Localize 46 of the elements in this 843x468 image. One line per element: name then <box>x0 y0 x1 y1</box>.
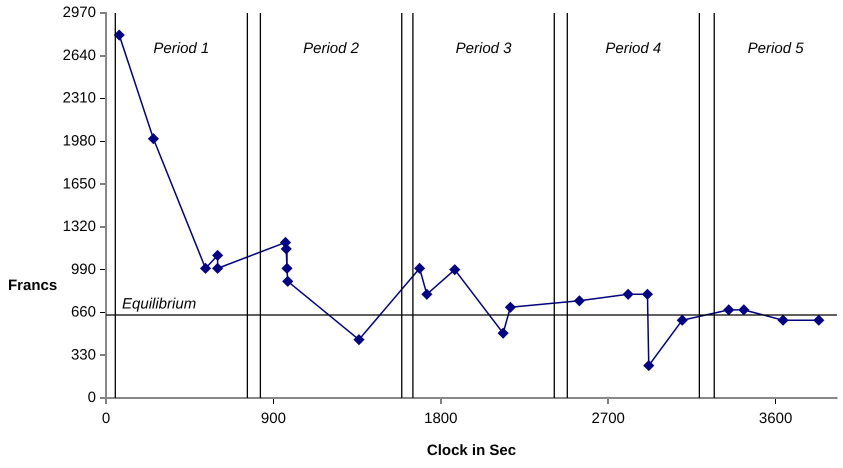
point <box>414 263 425 274</box>
annotation: Period 2 <box>303 40 360 58</box>
point <box>723 304 734 316</box>
annotation: Period 1 <box>153 40 210 58</box>
y-tick-label: 0 <box>88 389 96 406</box>
y-tick-label: 660 <box>70 304 96 321</box>
point <box>738 304 750 316</box>
point <box>450 264 460 275</box>
point <box>282 276 293 287</box>
x-tick-label: 900 <box>260 410 286 428</box>
point <box>676 314 688 326</box>
annotation: Period 3 <box>456 40 512 58</box>
point <box>148 133 159 144</box>
point <box>200 263 211 274</box>
y-axis-title: Francs <box>8 277 58 294</box>
y-tick-label: 330 <box>70 346 96 364</box>
point <box>642 289 653 300</box>
y-tick-label: 2310 <box>62 90 96 107</box>
point <box>778 314 788 326</box>
point <box>505 302 516 313</box>
y-tick-label: 2640 <box>62 46 96 64</box>
point <box>574 296 585 306</box>
point <box>282 263 292 274</box>
point <box>212 263 223 274</box>
point <box>644 360 654 371</box>
y-tick-label: 990 <box>70 260 96 278</box>
y-tick-label: 1980 <box>62 132 96 150</box>
x-tick-label: 2700 <box>592 410 625 428</box>
ref-line-label: Equilibrium <box>122 296 196 313</box>
point <box>498 328 508 338</box>
annotation: Period 4 <box>605 40 662 58</box>
point <box>354 334 364 345</box>
point <box>114 30 124 40</box>
point <box>814 314 824 326</box>
point <box>422 289 432 300</box>
annotation: Period 5 <box>748 40 804 58</box>
point <box>622 289 634 300</box>
y-tick-label: 1320 <box>62 218 96 236</box>
x-tick-label: 1800 <box>424 410 458 428</box>
x-tick-label: 3600 <box>758 410 792 428</box>
x-tick-label: 0 <box>102 410 110 428</box>
point <box>212 250 223 261</box>
y-tick-label: 2970 <box>62 4 96 22</box>
y-tick-label: 1650 <box>62 175 96 192</box>
point <box>280 244 292 254</box>
x-axis-title: Clock in Sec <box>426 442 516 460</box>
